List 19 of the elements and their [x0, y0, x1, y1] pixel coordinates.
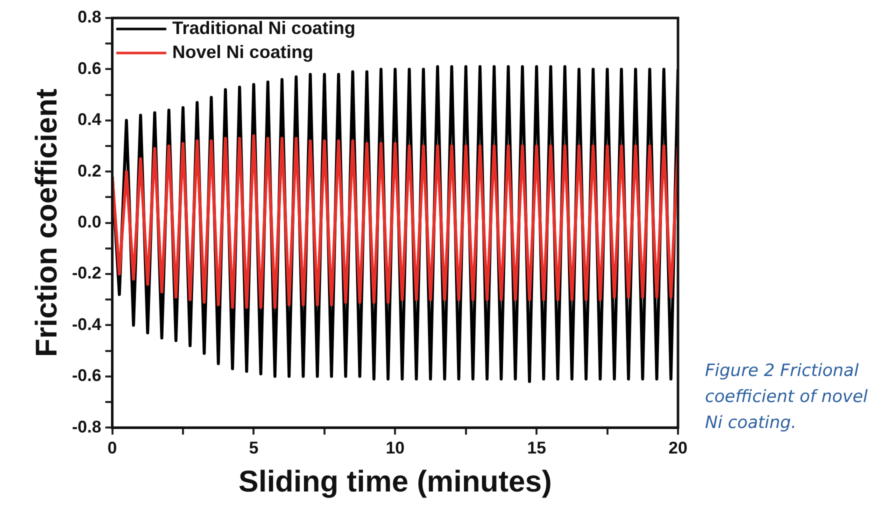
y-tick-label: 0.6 [78, 58, 102, 78]
y-tick-label: 0.8 [78, 8, 102, 27]
legend-label: Novel Ni coating [172, 42, 314, 62]
x-tick-label: 15 [527, 438, 546, 458]
y-tick-label: 0.0 [78, 212, 102, 232]
x-tick-label: 20 [668, 438, 688, 458]
y-tick-label: -0.6 [72, 366, 102, 386]
y-tick-label: 0.2 [78, 161, 102, 180]
y-tick-label: -0.2 [72, 264, 102, 283]
y-tick-label: -0.8 [72, 417, 102, 436]
legend-label: Traditional Ni coating [172, 18, 356, 38]
caption: Figure 2 Frictional coefficient of novel Ni coating. [705, 360, 869, 435]
y-axis-title: Friction coefficient [30, 88, 64, 357]
x-axis-title: Sliding time (minutes) [238, 465, 552, 498]
x-tick-label: 0 [108, 438, 118, 458]
x-tick-label: 10 [386, 438, 405, 458]
x-tick-label: 5 [248, 438, 258, 458]
y-tick-label: 0.4 [78, 110, 102, 130]
y-tick-label: -0.4 [72, 314, 102, 334]
